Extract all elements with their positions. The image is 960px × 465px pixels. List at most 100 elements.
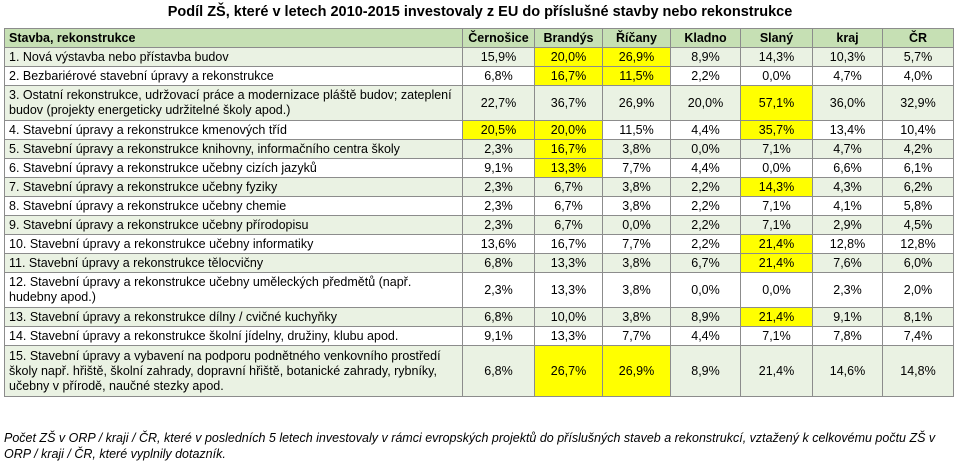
value-cell: 0,0% [740, 158, 813, 178]
value-cell: 12,8% [882, 234, 954, 254]
header-brandys: Brandýs [534, 28, 603, 48]
header-cr: ČR [882, 28, 954, 48]
value-cell: 32,9% [882, 85, 954, 121]
value-cell: 10,0% [534, 307, 603, 327]
row-label: 5. Stavební úpravy a rekonstrukce knihov… [4, 139, 463, 159]
value-cell: 14,8% [882, 345, 954, 397]
value-cell: 7,1% [740, 215, 813, 235]
row-label: 2. Bezbariérové stavební úpravy a rekons… [4, 66, 463, 86]
value-cell: 2,2% [670, 234, 741, 254]
table-row: 15. Stavební úpravy a vybavení na podpor… [4, 345, 954, 397]
row-label: 14. Stavební úpravy a rekonstrukce školn… [4, 326, 463, 346]
value-cell: 36,0% [812, 85, 883, 121]
value-cell: 3,8% [602, 196, 671, 216]
value-cell: 26,9% [602, 47, 671, 67]
value-cell: 6,8% [462, 307, 535, 327]
value-cell: 2,2% [670, 196, 741, 216]
value-cell: 22,7% [462, 85, 535, 121]
row-label: 6. Stavební úpravy a rekonstrukce učebny… [4, 158, 463, 178]
value-cell: 14,6% [812, 345, 883, 397]
value-cell: 8,9% [670, 47, 741, 67]
row-label: 4. Stavební úpravy a rekonstrukce kmenov… [4, 120, 463, 140]
row-label: 9. Stavební úpravy a rekonstrukce učebny… [4, 215, 463, 235]
value-cell: 21,4% [740, 234, 813, 254]
value-cell: 6,7% [534, 215, 603, 235]
row-label: 8. Stavební úpravy a rekonstrukce učebny… [4, 196, 463, 216]
value-cell: 4,1% [812, 196, 883, 216]
value-cell: 0,0% [670, 272, 741, 308]
value-cell: 4,5% [882, 215, 954, 235]
value-cell: 5,7% [882, 47, 954, 67]
value-cell: 14,3% [740, 47, 813, 67]
value-cell: 2,3% [812, 272, 883, 308]
value-cell: 2,3% [462, 272, 535, 308]
value-cell: 6,8% [462, 66, 535, 86]
value-cell: 20,0% [534, 120, 603, 140]
row-label: 12. Stavební úpravy a rekonstrukce učebn… [4, 272, 463, 308]
value-cell: 7,4% [882, 326, 954, 346]
value-cell: 3,8% [602, 253, 671, 273]
table-row: 2. Bezbariérové stavební úpravy a rekons… [4, 66, 954, 86]
value-cell: 6,8% [462, 345, 535, 397]
value-cell: 2,3% [462, 177, 535, 197]
value-cell: 20,0% [534, 47, 603, 67]
value-cell: 21,4% [740, 345, 813, 397]
value-cell: 13,3% [534, 158, 603, 178]
value-cell: 6,8% [462, 253, 535, 273]
value-cell: 13,6% [462, 234, 535, 254]
value-cell: 4,4% [670, 326, 741, 346]
value-cell: 11,5% [602, 66, 671, 86]
value-cell: 4,4% [670, 120, 741, 140]
value-cell: 21,4% [740, 307, 813, 327]
value-cell: 3,8% [602, 272, 671, 308]
value-cell: 9,1% [812, 307, 883, 327]
row-label: 11. Stavební úpravy a rekonstrukce těloc… [4, 253, 463, 273]
value-cell: 8,9% [670, 345, 741, 397]
row-label: 13. Stavební úpravy a rekonstrukce dílny… [4, 307, 463, 327]
value-cell: 35,7% [740, 120, 813, 140]
value-cell: 57,1% [740, 85, 813, 121]
table-row: 6. Stavební úpravy a rekonstrukce učebny… [4, 158, 954, 178]
value-cell: 7,7% [602, 158, 671, 178]
value-cell: 2,3% [462, 196, 535, 216]
table-row: 7. Stavební úpravy a rekonstrukce učebny… [4, 177, 954, 197]
value-cell: 6,1% [882, 158, 954, 178]
value-cell: 8,9% [670, 307, 741, 327]
value-cell: 16,7% [534, 66, 603, 86]
value-cell: 7,7% [602, 234, 671, 254]
value-cell: 9,1% [462, 326, 535, 346]
value-cell: 0,0% [602, 215, 671, 235]
header-kladno: Kladno [670, 28, 741, 48]
value-cell: 6,2% [882, 177, 954, 197]
row-label: 7. Stavební úpravy a rekonstrukce učebny… [4, 177, 463, 197]
value-cell: 13,3% [534, 253, 603, 273]
value-cell: 7,7% [602, 326, 671, 346]
value-cell: 10,3% [812, 47, 883, 67]
value-cell: 11,5% [602, 120, 671, 140]
value-cell: 2,3% [462, 215, 535, 235]
value-cell: 13,3% [534, 326, 603, 346]
value-cell: 0,0% [740, 66, 813, 86]
header-row: Stavba, rekonstrukce Černošice Brandýs Ř… [4, 28, 954, 48]
value-cell: 14,3% [740, 177, 813, 197]
header-kraj: kraj [812, 28, 883, 48]
value-cell: 9,1% [462, 158, 535, 178]
table-row: 9. Stavební úpravy a rekonstrukce učebny… [4, 215, 954, 235]
value-cell: 6,7% [534, 177, 603, 197]
row-label: 3. Ostatní rekonstrukce, udržovací práce… [4, 85, 463, 121]
value-cell: 4,3% [812, 177, 883, 197]
value-cell: 26,9% [602, 345, 671, 397]
header-label: Stavba, rekonstrukce [4, 28, 463, 48]
table-row: 8. Stavební úpravy a rekonstrukce učebny… [4, 196, 954, 216]
header-slany: Slaný [740, 28, 813, 48]
value-cell: 16,7% [534, 139, 603, 159]
value-cell: 2,2% [670, 177, 741, 197]
row-label: 1. Nová výstavba nebo přístavba budov [4, 47, 463, 67]
value-cell: 4,2% [882, 139, 954, 159]
value-cell: 0,0% [670, 139, 741, 159]
table-row: 3. Ostatní rekonstrukce, udržovací práce… [4, 85, 954, 121]
table-body: 1. Nová výstavba nebo přístavba budov 15,… [4, 47, 954, 397]
value-cell: 15,9% [462, 47, 535, 67]
value-cell: 2,2% [670, 215, 741, 235]
